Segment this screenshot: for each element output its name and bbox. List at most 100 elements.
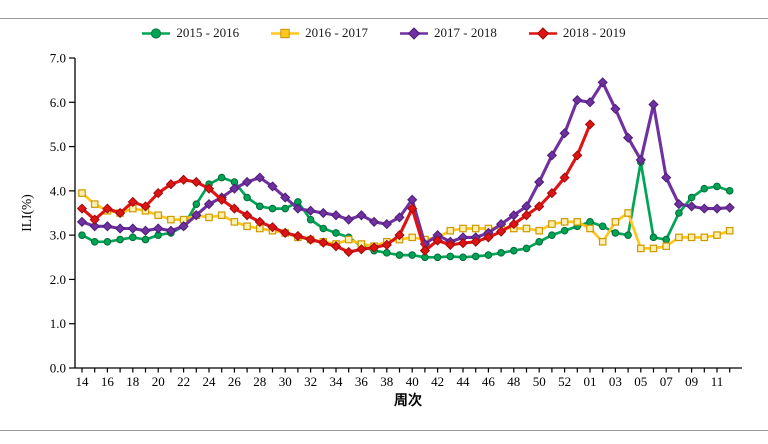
marker-diamond: [407, 203, 418, 214]
marker-circle: [217, 173, 226, 182]
y-tick-label: 6.0: [50, 95, 66, 110]
marker-diamond: [153, 187, 164, 199]
marker-diamond: [254, 216, 265, 227]
series-line-2015-2016: [80, 160, 732, 259]
marker-diamond: [140, 225, 151, 236]
marker-diamond: [241, 210, 253, 221]
marker-diamond: [127, 223, 138, 234]
x-tick-label: 50: [533, 374, 546, 389]
marker-circle: [446, 252, 455, 261]
marker-circle: [624, 231, 632, 239]
chart-legend: 2015 - 2016 2016 - 2017 2017 - 2018 2018 - …: [0, 25, 768, 41]
legend-item-2016-2017: 2016 - 2017: [271, 25, 368, 41]
marker-circle: [675, 209, 683, 217]
x-tick-label: 09: [685, 374, 698, 389]
x-tick-label: 01: [584, 374, 597, 389]
marker-circle: [484, 251, 493, 259]
marker-circle: [408, 251, 417, 259]
marker-square: [700, 233, 709, 242]
marker-circle: [535, 237, 544, 246]
marker-diamond: [267, 181, 278, 192]
marker-square: [78, 189, 86, 197]
marker-circle: [90, 237, 99, 246]
marker-circle: [395, 251, 404, 259]
marker-diamond: [356, 210, 367, 221]
marker-diamond: [165, 179, 177, 190]
marker-diamond: [191, 210, 202, 221]
marker-diamond: [521, 210, 532, 221]
marker-circle: [433, 253, 442, 262]
marker-diamond: [114, 223, 126, 234]
marker-diamond: [318, 207, 329, 219]
marker-diamond: [724, 202, 735, 213]
x-tick-label: 38: [380, 374, 393, 389]
legend-label: 2018 - 2019: [562, 25, 626, 40]
marker-diamond: [140, 201, 151, 212]
marker-diamond: [572, 150, 583, 161]
marker-square: [344, 235, 353, 244]
marker-circle: [611, 229, 620, 237]
marker-square: [611, 218, 620, 226]
marker-diamond: [343, 214, 354, 225]
marker-diamond: [280, 227, 291, 239]
marker-square: [675, 233, 683, 242]
marker-diamond: [318, 237, 329, 248]
x-axis-title: 周次: [394, 392, 422, 409]
marker-circle: [522, 244, 531, 253]
marker-diamond: [292, 230, 304, 242]
x-tick-label: 16: [101, 374, 115, 389]
marker-square: [90, 200, 99, 208]
marker-square: [725, 226, 734, 235]
square-legend-marker-icon: [271, 28, 300, 38]
marker-circle: [319, 224, 328, 233]
marker-diamond: [546, 187, 558, 199]
legend-item-2018-2019: 2018 - 2019: [528, 25, 626, 41]
marker-square: [243, 222, 251, 231]
marker-diamond: [356, 244, 367, 255]
marker-circle: [129, 233, 137, 242]
marker-square: [713, 231, 721, 239]
marker-diamond: [153, 223, 164, 234]
marker-square: [217, 211, 226, 220]
marker-diamond: [114, 207, 126, 219]
legend-label: 2016 - 2017: [305, 25, 368, 40]
diamond-legend-marker-icon: [528, 26, 557, 40]
marker-diamond: [102, 221, 113, 232]
marker-square: [471, 224, 480, 233]
x-tick-label: 18: [126, 374, 139, 389]
marker-diamond: [76, 203, 88, 214]
y-tick-label: 4.0: [50, 183, 66, 198]
x-tick-label: 30: [279, 374, 292, 389]
marker-square: [548, 220, 556, 228]
x-tick-label: 52: [558, 374, 571, 389]
marker-diamond: [559, 172, 570, 183]
marker-circle: [332, 229, 340, 237]
marker-diamond: [330, 210, 342, 221]
marker-diamond: [216, 194, 227, 205]
marker-diamond: [89, 214, 100, 225]
marker-diamond: [597, 77, 608, 88]
marker-circle: [510, 246, 518, 255]
marker-diamond: [229, 183, 240, 194]
marker-diamond: [432, 235, 443, 246]
x-tick-label: 36: [355, 374, 369, 389]
marker-diamond: [495, 226, 507, 237]
marker-circle: [141, 235, 150, 244]
marker-diamond: [330, 241, 342, 252]
marker-circle: [560, 226, 569, 235]
marker-square: [408, 233, 417, 242]
marker-diamond: [584, 119, 596, 130]
marker-circle: [497, 249, 505, 257]
marker-diamond: [89, 221, 100, 232]
marker-square: [230, 218, 239, 226]
marker-circle: [383, 249, 391, 257]
y-tick-label: 3.0: [50, 228, 66, 243]
marker-diamond: [343, 246, 354, 258]
marker-circle: [700, 184, 709, 193]
x-tick-label: 22: [177, 374, 190, 389]
marker-diamond: [470, 236, 481, 247]
y-tick-label: 5.0: [50, 139, 66, 154]
marker-diamond: [622, 132, 634, 143]
marker-circle: [116, 235, 124, 244]
